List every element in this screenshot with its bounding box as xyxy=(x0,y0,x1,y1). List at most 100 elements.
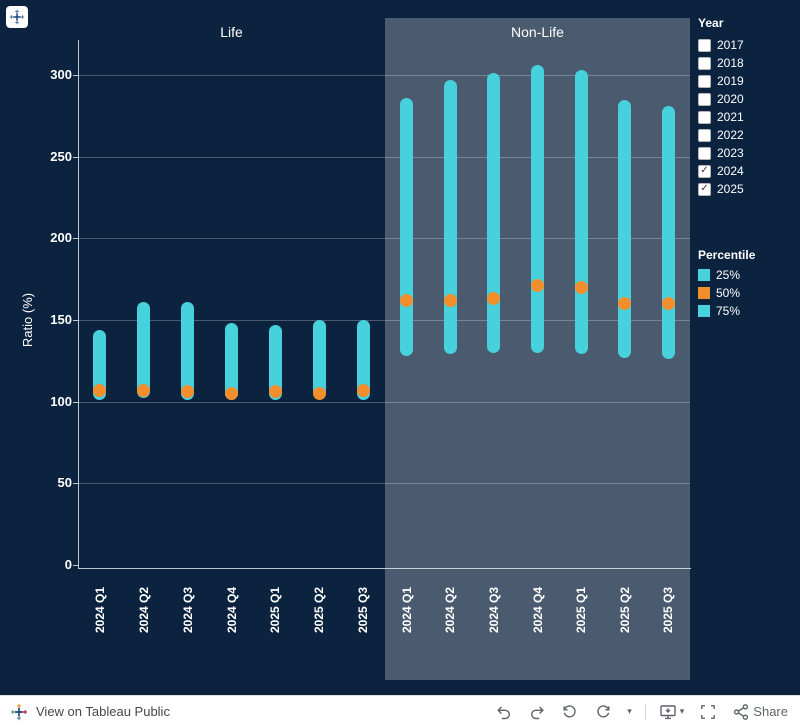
range-bar-life-2025-q1[interactable] xyxy=(268,324,282,401)
gridline-100 xyxy=(78,401,690,403)
y-tick-mark-150 xyxy=(73,320,78,321)
y-tick-label-150: 150 xyxy=(50,312,72,327)
x-axis-label-nonlife-2024-q1: 2024 Q1 xyxy=(399,586,414,634)
percentile-label-75: 75% xyxy=(716,304,741,318)
median-dot-nonlife-2024-q3[interactable] xyxy=(487,292,501,306)
median-dot-nonlife-2024-q1[interactable] xyxy=(400,293,414,307)
percentile-label-25: 25% xyxy=(716,268,741,282)
year-filter-2019[interactable]: 2019 xyxy=(698,72,744,90)
percentile-legend-list: 25% 50% 75% xyxy=(698,266,740,320)
checkbox-2021[interactable] xyxy=(698,110,711,124)
range-bar-nonlife-2024-q2[interactable] xyxy=(443,79,457,355)
percentile-legend-title: Percentile xyxy=(698,248,756,262)
y-tick-mark-250 xyxy=(73,156,78,158)
caret-down-icon: ▾ xyxy=(679,706,685,716)
range-bar-nonlife-2024-q4[interactable] xyxy=(531,65,544,353)
checkbox-2020[interactable] xyxy=(698,92,711,106)
year-legend-title: Year xyxy=(698,16,724,30)
percentile-swatch-50 xyxy=(698,287,710,299)
bottom-toolbar: View on Tableau Public xyxy=(0,695,800,727)
percentile-legend-item-75[interactable]: 75% xyxy=(698,302,740,320)
x-axis-label-life-2024-q1: 2024 Q1 xyxy=(92,586,107,634)
year-filter-2025[interactable]: ✓ 2025 xyxy=(698,180,744,198)
checkbox-2025[interactable]: ✓ xyxy=(698,182,711,196)
checkbox-2019[interactable] xyxy=(698,74,711,88)
x-axis-label-nonlife-2025-q2: 2025 Q2 xyxy=(617,586,632,634)
share-button[interactable]: Share xyxy=(730,701,790,723)
revert-button[interactable] xyxy=(559,701,581,723)
fullscreen-button[interactable] xyxy=(697,701,719,723)
year-label-2019: 2019 xyxy=(717,74,744,88)
range-bar-nonlife-2025-q1[interactable] xyxy=(574,70,588,355)
gridline-50 xyxy=(78,483,690,485)
download-button[interactable]: ▾ xyxy=(657,701,687,723)
view-on-tableau-public-link[interactable]: View on Tableau Public xyxy=(36,704,170,719)
year-label-2018: 2018 xyxy=(717,56,744,70)
revert-icon xyxy=(563,704,576,717)
range-bar-nonlife-2024-q3[interactable] xyxy=(487,73,501,353)
median-dot-life-2024-q4[interactable] xyxy=(225,387,238,400)
tableau-logo-icon xyxy=(10,703,28,720)
median-dot-life-2025-q1[interactable] xyxy=(268,385,282,399)
year-filter-2023[interactable]: 2023 xyxy=(698,144,744,162)
toolbar-right-group: ▾ ▾ Share xyxy=(493,701,790,723)
checkbox-2022[interactable] xyxy=(698,128,711,142)
median-dot-nonlife-2025-q1[interactable] xyxy=(574,280,588,294)
year-filter-2024[interactable]: ✓ 2024 xyxy=(698,162,744,180)
year-label-2025: 2025 xyxy=(717,182,744,196)
x-axis-label-life-2025-q1: 2025 Q1 xyxy=(268,586,283,634)
year-filter-2021[interactable]: 2021 xyxy=(698,108,744,126)
tableau-public-corner-logo[interactable] xyxy=(6,6,28,28)
x-axis-label-life-2025-q3: 2025 Q3 xyxy=(356,586,371,634)
gridline-150 xyxy=(78,320,690,321)
gridline-250 xyxy=(78,156,690,158)
pause-dropdown-button[interactable]: ▾ xyxy=(625,704,634,719)
range-bar-life-2024-q3[interactable] xyxy=(181,302,195,401)
y-tick-mark-50 xyxy=(73,483,78,485)
year-filter-2018[interactable]: 2018 xyxy=(698,54,744,72)
median-dot-nonlife-2024-q2[interactable] xyxy=(443,293,457,307)
y-tick-mark-100 xyxy=(73,401,78,403)
y-tick-label-100: 100 xyxy=(50,393,72,409)
range-bar-nonlife-2024-q1[interactable] xyxy=(400,97,414,356)
median-dot-nonlife-2025-q3[interactable] xyxy=(661,297,675,311)
range-bar-life-2024-q1[interactable] xyxy=(93,329,107,401)
year-filter-2017[interactable]: 2017 xyxy=(698,36,744,54)
median-dot-nonlife-2025-q2[interactable] xyxy=(618,297,632,311)
percentile-label-50: 50% xyxy=(716,286,741,300)
y-axis-line xyxy=(78,40,79,568)
median-dot-life-2024-q2[interactable] xyxy=(137,383,151,397)
y-tick-mark-300 xyxy=(73,75,78,76)
checkbox-2024[interactable]: ✓ xyxy=(698,164,711,178)
y-tick-label-200: 200 xyxy=(50,230,72,246)
checkbox-2017[interactable] xyxy=(698,38,711,52)
range-bar-life-2025-q3[interactable] xyxy=(356,320,370,401)
range-bar-nonlife-2025-q3[interactable] xyxy=(661,106,675,360)
year-filter-2020[interactable]: 2020 xyxy=(698,90,744,108)
x-axis-label-nonlife-2025-q1: 2025 Q1 xyxy=(574,586,589,634)
range-bar-life-2025-q2[interactable] xyxy=(312,320,326,399)
undo-button[interactable] xyxy=(493,701,515,723)
median-dot-life-2024-q3[interactable] xyxy=(181,385,195,399)
x-axis-label-nonlife-2025-q3: 2025 Q3 xyxy=(661,586,676,634)
x-axis-label-nonlife-2024-q4: 2024 Q4 xyxy=(530,586,545,634)
median-dot-nonlife-2024-q4[interactable] xyxy=(531,279,544,293)
y-tick-label-250: 250 xyxy=(50,148,72,164)
year-filter-2022[interactable]: 2022 xyxy=(698,126,744,144)
checkbox-2018[interactable] xyxy=(698,56,711,70)
range-bar-life-2024-q4[interactable] xyxy=(225,323,238,401)
redo-button[interactable] xyxy=(526,701,548,723)
median-dot-life-2025-q3[interactable] xyxy=(356,383,370,397)
percentile-legend-item-50[interactable]: 50% xyxy=(698,284,740,302)
gridline-200 xyxy=(78,238,690,240)
percentile-legend-item-25[interactable]: 25% xyxy=(698,266,740,284)
year-label-2023: 2023 xyxy=(717,146,744,160)
range-bar-nonlife-2025-q2[interactable] xyxy=(618,99,632,358)
median-dot-life-2025-q2[interactable] xyxy=(312,387,326,400)
refresh-icon xyxy=(597,704,610,717)
range-bar-life-2024-q2[interactable] xyxy=(137,302,151,399)
checkbox-2023[interactable] xyxy=(698,146,711,160)
refresh-button[interactable] xyxy=(592,701,614,723)
median-dot-life-2024-q1[interactable] xyxy=(93,383,107,397)
